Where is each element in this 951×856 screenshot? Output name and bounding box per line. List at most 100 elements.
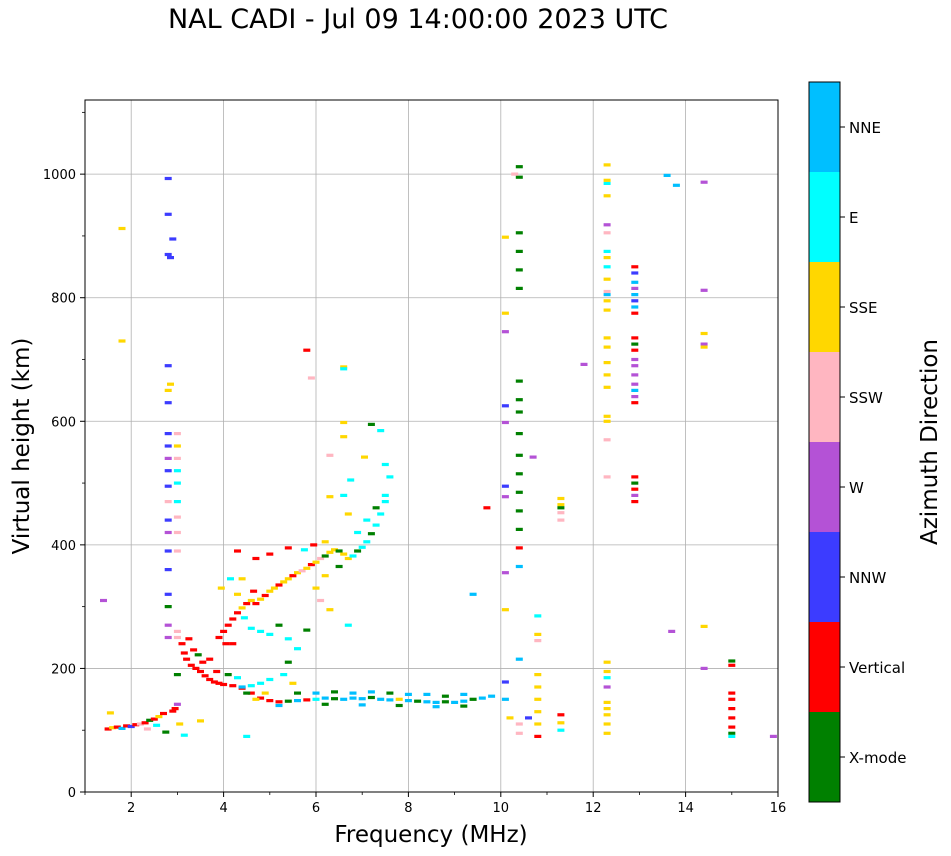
echo-point [312,697,320,701]
echo-point [469,697,477,701]
echo-point [160,711,167,716]
echo-point [525,716,532,720]
echo-point [631,305,639,309]
chart-title: NAL CADI - Jul 09 14:00:00 2023 UTC [167,4,669,35]
echo-point [118,226,126,231]
echo-point [150,717,158,721]
echo-point [252,556,260,561]
echo-point [478,696,486,700]
echo-point [501,420,509,425]
echo-point [534,632,542,636]
echo-point [252,602,260,606]
echo-point [603,293,611,297]
x-tick-label: 2 [127,801,135,816]
echo-point [164,568,172,572]
echo-point [164,592,172,596]
echo-point [169,709,177,713]
echo-point [317,598,325,603]
echo-point [303,566,311,570]
echo-point [229,684,237,688]
echo-point [234,592,241,596]
echo-point [603,731,611,735]
colorbar-label-nne: NNE [849,119,881,137]
echo-point [603,722,611,726]
echo-point [557,511,565,515]
echo-point [460,704,468,708]
echo-point [769,734,777,738]
echo-point [187,663,195,667]
echo-point [298,569,306,573]
echo-point [672,183,680,187]
x-tick-label: 4 [219,801,227,816]
echo-point [326,495,334,499]
echo-point [501,680,509,684]
echo-point [266,699,274,703]
echo-point [404,692,412,696]
echo-point [197,669,204,674]
echo-point [631,364,639,368]
echo-point [250,589,258,593]
echo-point [220,629,228,633]
echo-point [109,726,117,730]
echo-point [358,697,366,701]
echo-point [229,617,237,621]
echo-point [307,376,315,380]
echo-point [603,685,611,689]
colorbar-segment [809,622,840,712]
echo-point [515,509,523,513]
echo-point [631,388,639,392]
colorbar-segment [809,712,840,802]
echo-point [395,697,403,701]
plot-frame [84,99,779,793]
echo-point [164,444,172,448]
echo-point [631,493,639,497]
echo-point [229,642,237,646]
echo-point [534,722,542,726]
colorbar-label-nnw: NNW [849,569,886,587]
echo-point [234,611,241,615]
echo-point [173,500,181,504]
echo-point [700,624,708,628]
echo-point [169,237,177,241]
echo-point [164,518,172,522]
echo-point [257,696,265,700]
echo-point [317,556,325,561]
echo-point [280,673,288,677]
echo-point [173,549,181,553]
echo-point [164,549,172,553]
echo-point [312,691,320,695]
echo-point [515,379,523,383]
echo-point [240,616,248,620]
echo-point [603,707,611,711]
echo-point [340,493,348,497]
echo-point [220,682,228,687]
echo-point [377,429,385,433]
echo-point [501,235,509,239]
echo-point [243,602,251,606]
echo-point [603,181,611,185]
echo-point [300,548,308,552]
echo-point [631,487,639,491]
echo-point [173,702,181,706]
echo-point [557,728,565,732]
echo-point [257,629,265,633]
colorbar-label-vertical: Vertical [849,659,905,677]
echo-point [312,586,320,590]
echo-point [294,699,301,703]
echo-point [603,669,611,674]
echo-point [501,484,509,488]
echo-point [534,614,542,618]
echo-point [441,700,449,704]
echo-point [164,364,172,368]
colorbar-segment [809,442,840,532]
echo-point [603,256,611,260]
echo-point [700,342,708,346]
echo-point [631,395,639,399]
echo-point [631,475,639,479]
echo-point [146,718,154,722]
echo-point [349,554,357,558]
echo-point [270,586,278,590]
echo-point [515,657,523,661]
echo-point [215,681,223,685]
